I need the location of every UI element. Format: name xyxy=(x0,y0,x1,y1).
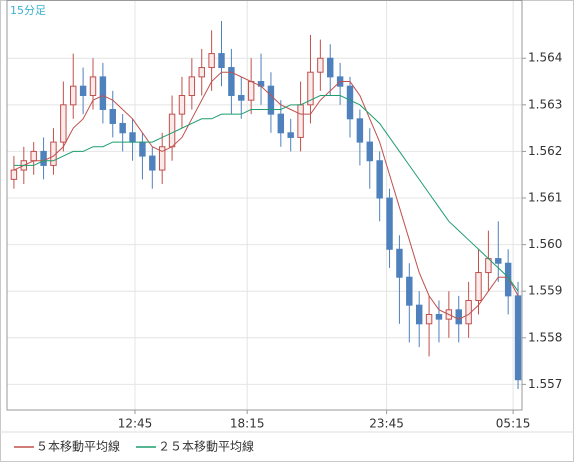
moving-average-line xyxy=(13,71,519,320)
y-tick-label: 1.563 xyxy=(528,97,562,111)
candle-body xyxy=(495,258,502,264)
x-tick-label: 18:15 xyxy=(230,417,265,431)
candle-body xyxy=(109,108,116,124)
candle-body xyxy=(376,160,383,199)
candle-body xyxy=(129,132,136,143)
legend-label: ５本移動平均線 xyxy=(36,439,120,454)
y-tick-label: 1.564 xyxy=(528,51,562,65)
moving-average-line xyxy=(13,95,519,292)
candle-body xyxy=(238,95,245,101)
candle-body xyxy=(406,276,413,306)
candle-body xyxy=(99,76,107,110)
candle-body xyxy=(79,85,87,97)
candle-body xyxy=(346,85,354,120)
y-tick-label: 1.559 xyxy=(528,284,562,298)
candle-body xyxy=(30,150,37,162)
candle-body xyxy=(218,53,225,69)
candle-body xyxy=(119,122,126,134)
candle-body xyxy=(70,85,77,106)
y-tick-label: 1.561 xyxy=(528,191,562,205)
candle-body xyxy=(158,146,166,171)
candle-body xyxy=(188,76,196,97)
candle-body xyxy=(386,197,393,250)
candle-body xyxy=(40,150,47,166)
candle-body xyxy=(247,81,255,101)
candle-body xyxy=(366,141,373,162)
candle-body xyxy=(307,71,314,106)
candle-body xyxy=(425,313,433,325)
candle-body xyxy=(139,141,146,157)
candle-body xyxy=(208,53,215,69)
x-tick-label: 12:45 xyxy=(118,417,153,431)
candle-body xyxy=(415,304,423,325)
y-tick-label: 1.557 xyxy=(528,377,562,391)
candle-body xyxy=(327,57,334,78)
candle-body xyxy=(228,67,235,97)
candle-body xyxy=(504,262,512,297)
candle-body xyxy=(514,295,522,381)
candle-body xyxy=(475,272,482,302)
candle-body xyxy=(455,309,462,325)
candle-body xyxy=(267,85,275,115)
y-tick-label: 1.558 xyxy=(528,330,562,344)
candle-body xyxy=(149,155,156,171)
candle-body xyxy=(277,113,285,134)
candle-body xyxy=(287,132,294,138)
legend-label: ２５本移動平均線 xyxy=(158,439,254,454)
plot-border xyxy=(6,0,523,411)
candle-body xyxy=(396,248,403,278)
y-tick-label: 1.562 xyxy=(528,144,562,158)
candle-body xyxy=(10,169,18,180)
y-tick-label: 1.560 xyxy=(528,237,562,251)
x-tick-label: 23:45 xyxy=(369,417,404,431)
x-tick-label: 05:15 xyxy=(496,417,531,431)
timeframe-label: 15分足 xyxy=(10,4,46,17)
candle-body xyxy=(60,104,67,143)
candle-body xyxy=(356,118,364,143)
candle-body xyxy=(297,104,304,138)
candle-body xyxy=(317,57,324,73)
candle-body xyxy=(198,67,205,78)
candle-body xyxy=(178,95,186,115)
candle-body xyxy=(435,313,443,320)
candle-body xyxy=(89,76,97,97)
candle-body xyxy=(168,113,176,148)
